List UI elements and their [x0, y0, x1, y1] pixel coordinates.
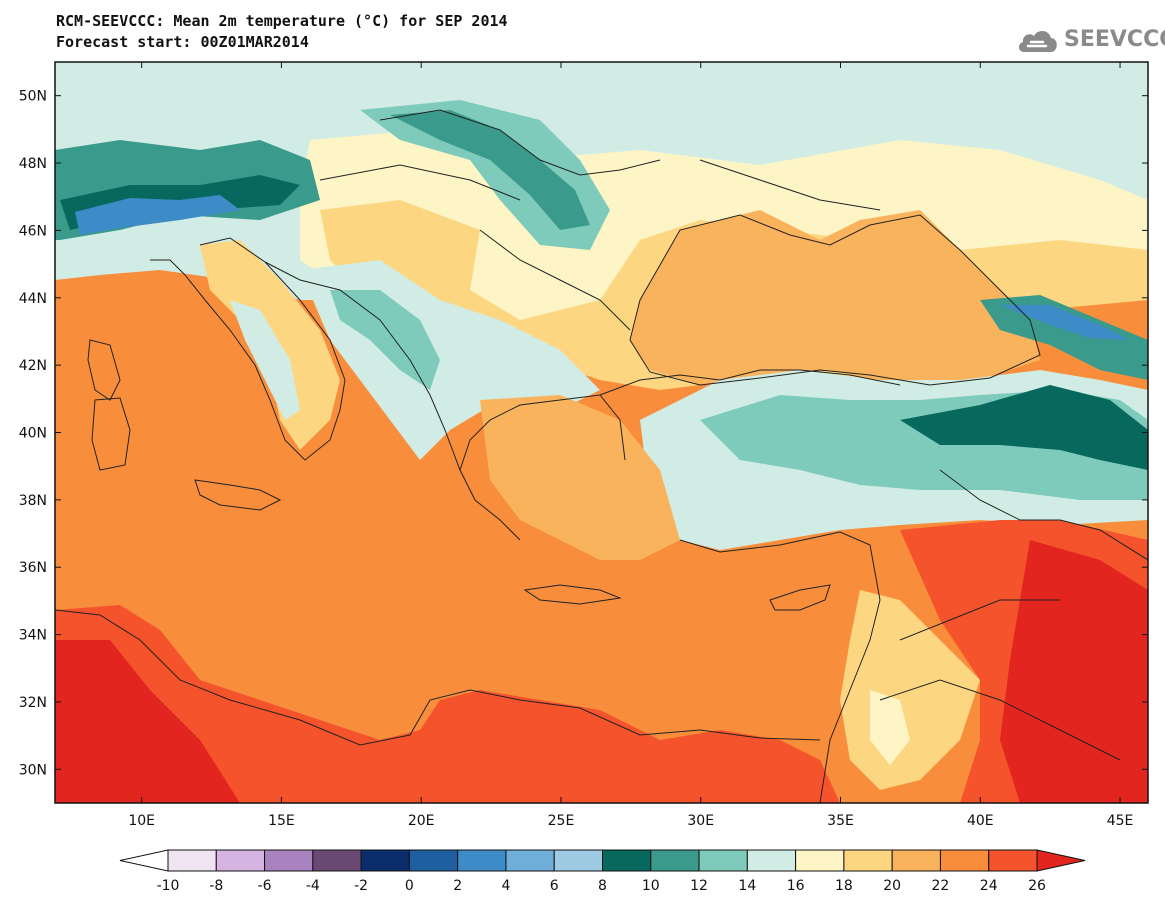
colorbar-swatch	[746, 849, 797, 872]
lat-tick-label: 48N	[19, 156, 47, 172]
apennines-cool	[230, 300, 300, 420]
lat-tick-label: 42N	[19, 358, 47, 374]
colorbar-label: -6	[258, 878, 272, 894]
coastlines-borders	[55, 109, 1148, 803]
lon-tick-label: 10E	[128, 813, 155, 829]
lat-tick-label: 30N	[19, 762, 47, 778]
colorbar-swatch	[312, 849, 362, 872]
lat-tick-label: 44N	[19, 291, 47, 307]
colorbar-label: -2	[354, 878, 368, 894]
colorbar-label: 10	[642, 878, 660, 894]
colorbar-label: 2	[453, 878, 462, 894]
colorbar-label: 14	[738, 878, 756, 894]
colorbar-swatch	[698, 849, 748, 872]
cloud-icon	[1018, 30, 1057, 52]
alps-peak-area	[75, 195, 240, 235]
carpathian-colder-band	[390, 110, 590, 230]
colorbar-label: 4	[501, 878, 510, 894]
colorbar-swatch	[795, 849, 845, 872]
mesopotamia-very-hot	[1000, 540, 1148, 803]
colorbar-swatch	[553, 849, 604, 872]
black-sea	[630, 210, 1040, 385]
lat-tick-label: 34N	[19, 628, 47, 644]
latitude-axis: 30N 32N 34N 36N 38N 40N 42N 44N 46N 48N 50N	[19, 89, 1148, 778]
temperature-field	[55, 62, 1148, 803]
seevccc-logo: SEEVCCC	[1016, 24, 1165, 58]
lat-tick-label: 46N	[19, 223, 47, 239]
colorbar-label: 12	[690, 878, 708, 894]
forecast-start-subtitle: Forecast start: 00Z01MAR2014	[56, 33, 309, 51]
longitude-axis: 10E 15E 20E 25E 30E 35E 40E 45E	[128, 62, 1133, 829]
aegean-coast-warm	[480, 395, 680, 560]
colorbar-swatch	[988, 849, 1038, 872]
logo-text: SEEVCCC	[1064, 27, 1165, 52]
lon-tick-label: 40E	[967, 813, 994, 829]
colorbar-high-arrow	[1036, 849, 1086, 872]
colorbar-label: -8	[209, 878, 223, 894]
lon-tick-label: 25E	[548, 813, 575, 829]
sahara-very-hot	[55, 640, 240, 803]
caucasus-peak-area	[1000, 305, 1130, 340]
colorbar-label: 6	[550, 878, 559, 894]
lon-tick-label: 20E	[408, 813, 435, 829]
lat-tick-label: 40N	[19, 426, 47, 442]
colorbar-swatch	[264, 849, 314, 872]
lon-tick-label: 35E	[827, 813, 854, 829]
colorbar-label: 16	[787, 878, 805, 894]
colorbar-swatch	[360, 849, 410, 872]
colorbar-label: -10	[157, 878, 180, 894]
temperature-colorbar: -10 -8 -6 -4 -2 0 2 4 6 8 10 12 14 16 18 20 22 24 26	[119, 849, 1086, 894]
lat-tick-label: 50N	[19, 89, 47, 105]
colorbar-low-arrow	[119, 849, 169, 872]
caucasus-cold-band	[980, 295, 1148, 380]
colorbar-swatch	[505, 849, 555, 872]
colorbar-swatch	[215, 849, 266, 872]
colorbar-label: 20	[883, 878, 901, 894]
north-africa-west-hot	[55, 605, 840, 803]
lat-tick-label: 38N	[19, 493, 47, 509]
colorbar-swatch	[843, 849, 893, 872]
colorbar-swatch	[408, 849, 459, 872]
colorbar-label: 24	[980, 878, 998, 894]
colorbar-swatch	[939, 849, 990, 872]
colorbar-swatch	[167, 849, 217, 872]
lon-tick-label: 30E	[687, 813, 714, 829]
colorbar-label: 26	[1028, 878, 1046, 894]
colorbar-label: 8	[598, 878, 607, 894]
levant-pale-zone	[870, 690, 910, 765]
eastern-anatolia-coldest	[900, 385, 1148, 470]
colorbar-swatch	[650, 849, 700, 872]
colorbar-label: -4	[306, 878, 320, 894]
map-title: RCM-SEEVCCC: Mean 2m temperature (°C) fo…	[56, 12, 508, 30]
lat-tick-label: 36N	[19, 560, 47, 576]
colorbar-label: 22	[932, 878, 950, 894]
lon-tick-label: 15E	[268, 813, 295, 829]
colorbar-swatch	[891, 849, 941, 872]
colorbar-label: 0	[405, 878, 414, 894]
lon-tick-label: 45E	[1107, 813, 1134, 829]
lat-tick-label: 32N	[19, 695, 47, 711]
colorbar-swatch	[457, 849, 507, 872]
colorbar-label: 18	[835, 878, 853, 894]
colorbar-swatch	[602, 849, 652, 872]
